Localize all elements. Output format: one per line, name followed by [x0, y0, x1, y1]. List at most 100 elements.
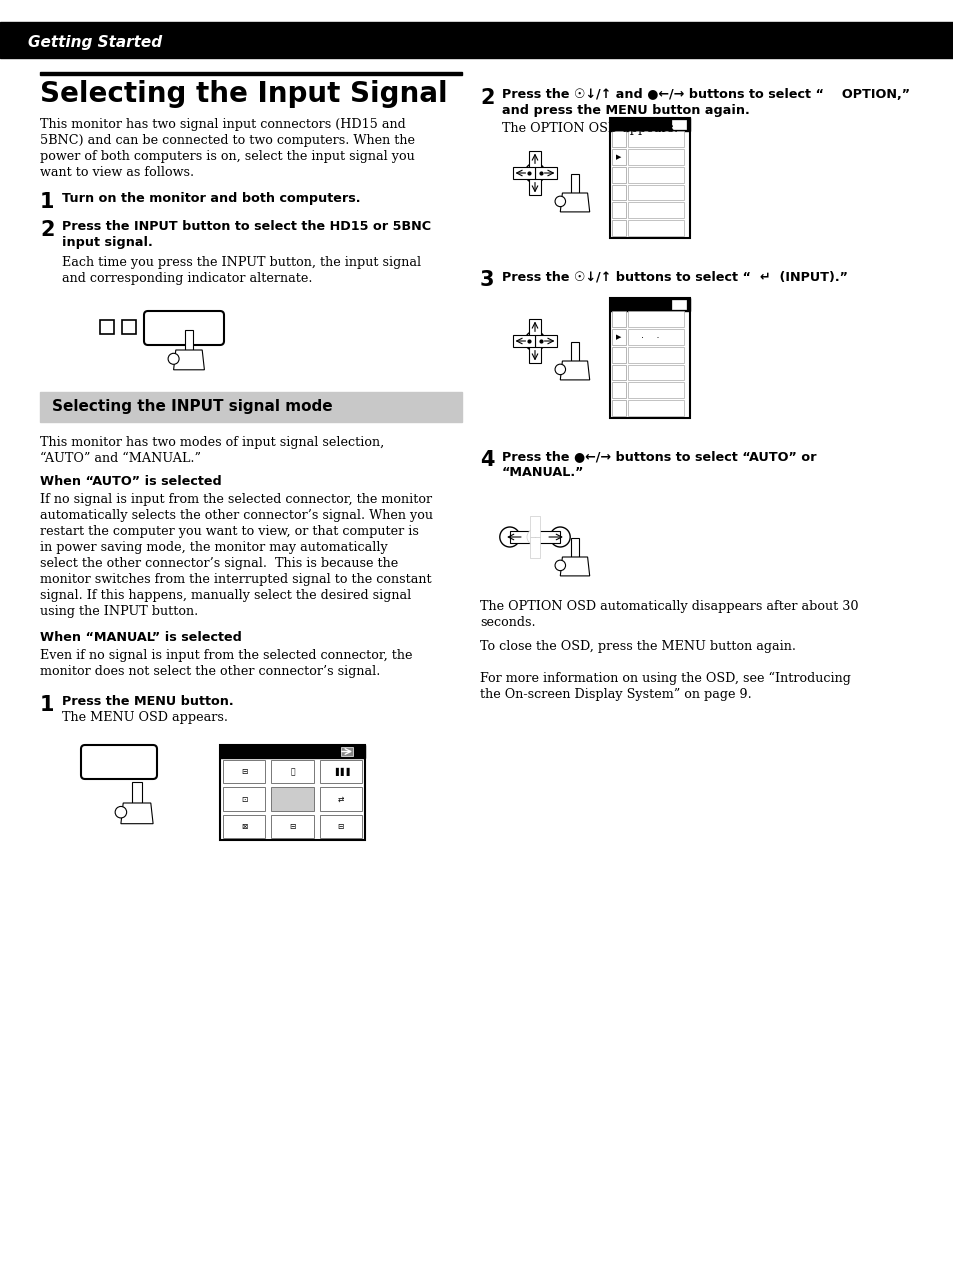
Circle shape — [555, 364, 565, 375]
Text: For more information on using the OSD, see “Introducing: For more information on using the OSD, s… — [479, 671, 850, 685]
Polygon shape — [570, 538, 578, 557]
Bar — [122, 320, 136, 334]
Bar — [627, 311, 683, 327]
Bar — [627, 149, 683, 164]
Bar — [509, 531, 535, 543]
Text: and press the MENU button again.: and press the MENU button again. — [501, 104, 749, 117]
Bar — [528, 173, 540, 195]
Text: This monitor has two signal input connectors (HD15 and: This monitor has two signal input connec… — [40, 118, 405, 131]
Text: Turn on the monitor and both computers.: Turn on the monitor and both computers. — [62, 192, 360, 205]
Polygon shape — [185, 330, 193, 350]
Text: 1: 1 — [40, 192, 54, 211]
Text: ⊡: ⊡ — [241, 795, 247, 804]
Bar — [609, 298, 689, 418]
Bar — [40, 392, 461, 422]
Circle shape — [555, 196, 565, 206]
Bar — [612, 185, 625, 200]
Text: When “AUTO” is selected: When “AUTO” is selected — [40, 475, 221, 488]
Text: power of both computers is on, select the input signal you: power of both computers is on, select th… — [40, 150, 415, 163]
Polygon shape — [559, 557, 589, 576]
Text: ·    ·: · · — [640, 333, 659, 343]
Circle shape — [115, 806, 127, 818]
Circle shape — [526, 529, 542, 545]
Text: the On-screen Display System” on page 9.: the On-screen Display System” on page 9. — [479, 688, 751, 701]
Bar — [612, 400, 625, 417]
Text: 2: 2 — [40, 220, 54, 240]
Polygon shape — [121, 803, 152, 824]
Bar — [319, 761, 361, 784]
Text: “MANUAL.”: “MANUAL.” — [501, 466, 584, 479]
Bar — [319, 787, 361, 810]
Circle shape — [524, 163, 544, 183]
Bar — [627, 364, 683, 381]
Text: ▶: ▶ — [616, 154, 621, 159]
Bar — [609, 118, 689, 131]
Bar — [223, 787, 265, 810]
Bar — [627, 185, 683, 200]
Text: 1: 1 — [40, 696, 54, 715]
Bar — [612, 220, 625, 236]
Text: restart the computer you want to view, or that computer is: restart the computer you want to view, o… — [40, 525, 418, 538]
Text: If no signal is input from the selected connector, the monitor: If no signal is input from the selected … — [40, 493, 432, 506]
Circle shape — [555, 561, 565, 571]
Bar — [528, 150, 540, 173]
Text: Ⓓ: Ⓓ — [290, 767, 294, 776]
Polygon shape — [570, 343, 578, 361]
Circle shape — [499, 527, 519, 547]
Text: The MENU OSD appears.: The MENU OSD appears. — [62, 711, 228, 724]
Bar — [627, 382, 683, 399]
Text: Press the ●←/→ buttons to select “AUTO” or: Press the ●←/→ buttons to select “AUTO” … — [501, 450, 816, 462]
Bar — [535, 531, 559, 543]
Text: in power saving mode, the monitor may automatically: in power saving mode, the monitor may au… — [40, 541, 387, 554]
Bar — [671, 299, 685, 310]
Bar — [612, 347, 625, 363]
Bar — [627, 400, 683, 417]
Text: This monitor has two modes of input signal selection,: This monitor has two modes of input sign… — [40, 436, 384, 448]
Bar — [530, 538, 539, 558]
Text: ⊠: ⊠ — [241, 822, 247, 831]
Text: 4: 4 — [479, 450, 494, 470]
Text: using the INPUT button.: using the INPUT button. — [40, 605, 198, 618]
Text: automatically selects the other connector’s signal. When you: automatically selects the other connecto… — [40, 510, 433, 522]
Text: monitor switches from the interrupted signal to the constant: monitor switches from the interrupted si… — [40, 573, 431, 586]
FancyBboxPatch shape — [144, 311, 224, 345]
Bar — [627, 329, 683, 345]
Bar — [271, 787, 314, 810]
Bar — [100, 320, 113, 334]
Bar — [627, 203, 683, 218]
Text: Press the MENU button.: Press the MENU button. — [62, 696, 233, 708]
Bar — [220, 745, 365, 840]
Bar — [271, 814, 314, 838]
Text: 5BNC) and can be connected to two computers. When the: 5BNC) and can be connected to two comput… — [40, 134, 415, 147]
Bar — [612, 149, 625, 164]
Bar — [671, 120, 685, 129]
Polygon shape — [559, 361, 589, 380]
Text: seconds.: seconds. — [479, 617, 535, 629]
Text: ⊟: ⊟ — [289, 822, 295, 831]
Text: When “MANUAL” is selected: When “MANUAL” is selected — [40, 631, 242, 643]
Bar — [223, 761, 265, 784]
Text: ▶: ▶ — [616, 334, 621, 340]
Text: 3: 3 — [479, 270, 494, 290]
Bar — [612, 329, 625, 345]
Text: 2: 2 — [479, 88, 494, 108]
Bar — [528, 318, 540, 341]
Bar — [512, 335, 535, 348]
Text: Press the ☉↓/↑ buttons to select “  ↵  (INPUT).”: Press the ☉↓/↑ buttons to select “ ↵ (IN… — [501, 270, 847, 283]
Bar — [609, 298, 689, 311]
Text: select the other connector’s signal.  This is because the: select the other connector’s signal. Thi… — [40, 557, 397, 569]
Bar — [223, 814, 265, 838]
Bar — [609, 118, 689, 238]
Text: signal. If this happens, manually select the desired signal: signal. If this happens, manually select… — [40, 589, 411, 603]
Bar — [612, 311, 625, 327]
Circle shape — [168, 353, 179, 364]
Bar — [627, 347, 683, 363]
Bar — [627, 131, 683, 147]
Bar — [535, 335, 557, 348]
Bar — [40, 73, 461, 75]
Bar — [612, 131, 625, 147]
Text: and corresponding indicator alternate.: and corresponding indicator alternate. — [62, 273, 313, 285]
Text: The OPTION OSD automatically disappears after about 30: The OPTION OSD automatically disappears … — [479, 600, 858, 613]
Text: Even if no signal is input from the selected connector, the: Even if no signal is input from the sele… — [40, 648, 412, 662]
Text: ⇄: ⇄ — [337, 795, 344, 804]
